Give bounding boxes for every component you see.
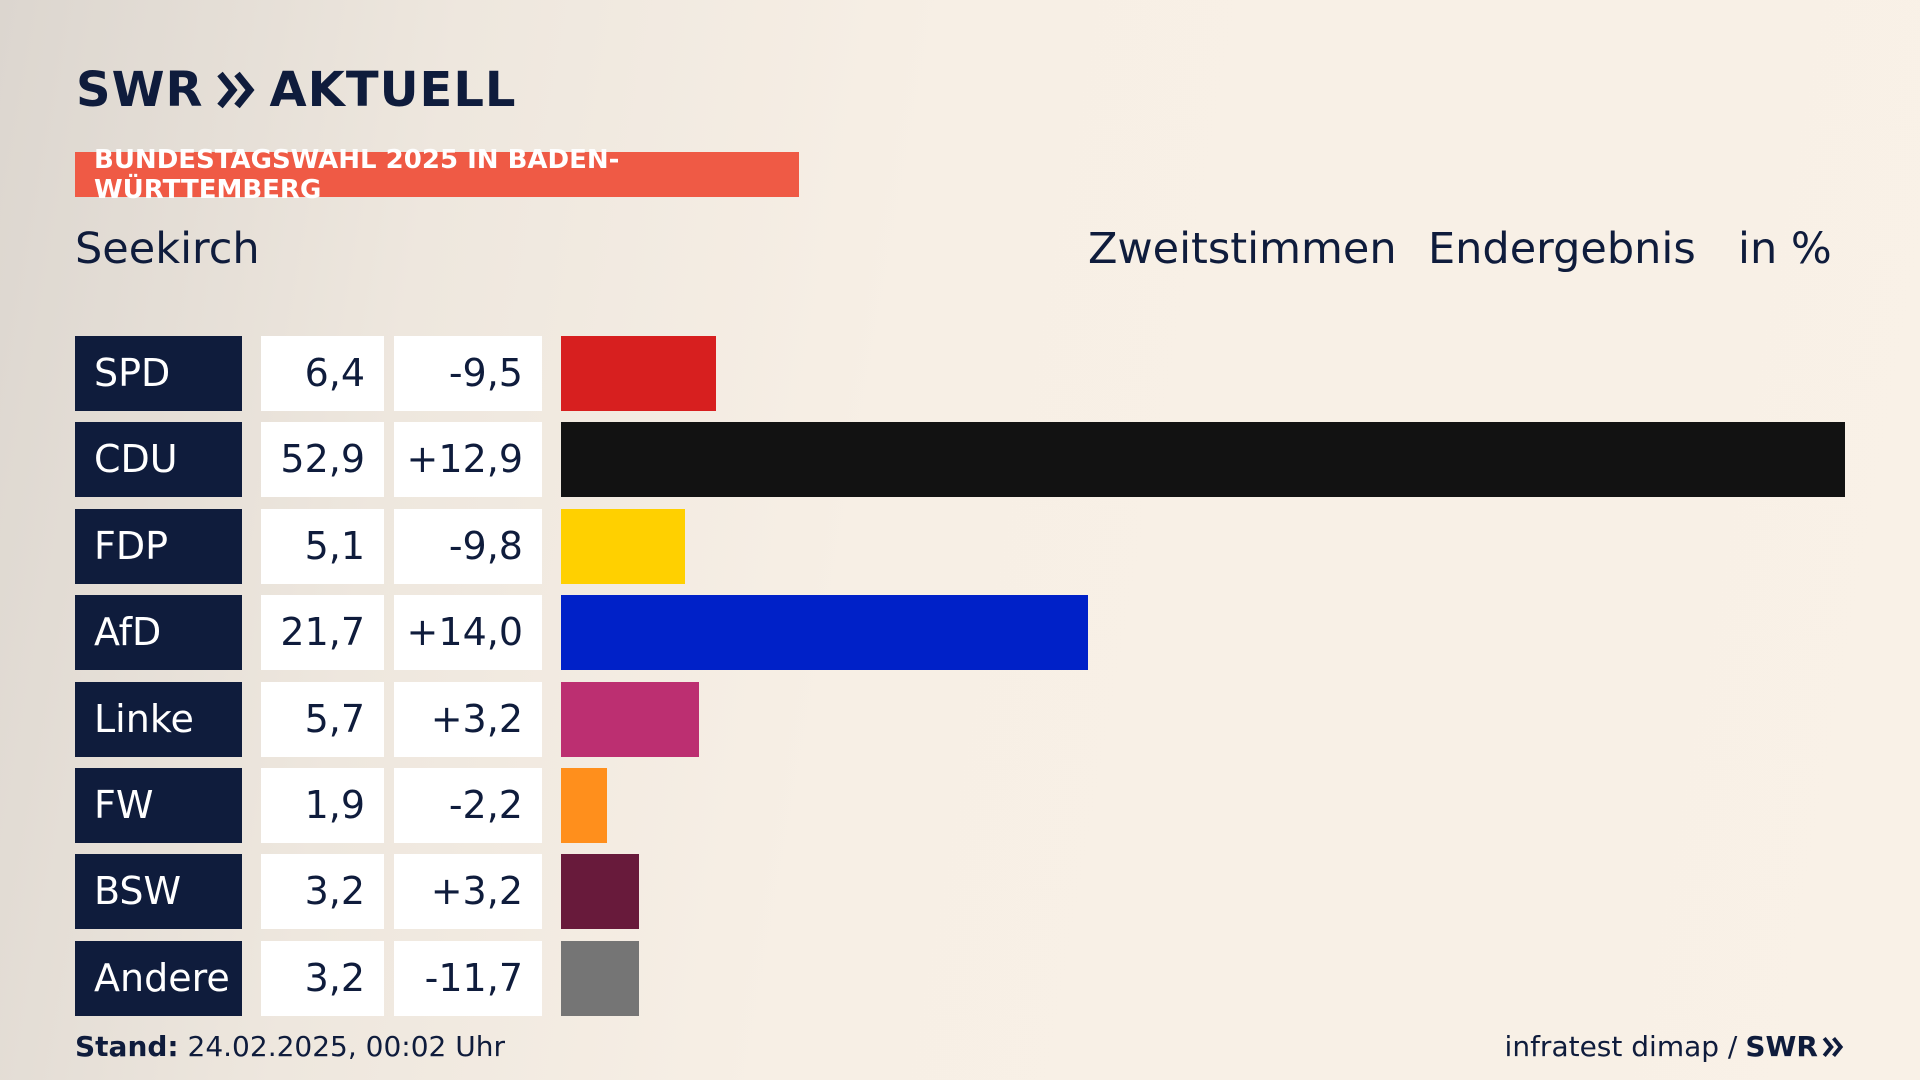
vote-share-value: 6,4	[261, 336, 384, 411]
election-banner: BUNDESTAGSWAHL 2025 IN BADEN-WÜRTTEMBERG	[75, 145, 799, 205]
vote-change-value: -11,7	[394, 940, 542, 1016]
party-label: CDU	[75, 422, 242, 498]
vote-change-value: +12,9	[394, 422, 542, 498]
vote-share-bar	[561, 422, 1845, 498]
party-label: Linke	[75, 681, 242, 757]
result-status-label: Endergebnis	[1428, 224, 1696, 274]
vote-share-bar	[561, 768, 608, 843]
vote-share-value: 5,7	[261, 681, 384, 757]
vote-share-value: 3,2	[261, 940, 384, 1016]
vote-change-value: -9,8	[394, 508, 542, 584]
source-brand: SWR	[1745, 1030, 1844, 1063]
timestamp: Stand: 24.02.2025, 00:02 Uhr	[75, 1030, 505, 1063]
party-label: BSW	[75, 854, 242, 930]
party-label: FW	[75, 768, 242, 843]
vote-change-value: +3,2	[394, 854, 542, 930]
stand-label: Stand:	[75, 1030, 179, 1063]
stand-value: 24.02.2025, 00:02 Uhr	[187, 1030, 505, 1063]
vote-share-bar	[561, 508, 685, 584]
swr-aktuell-logo: SWR AKTUELL	[76, 66, 517, 114]
vote-share-bar	[561, 595, 1088, 671]
brand-product: AKTUELL	[269, 62, 517, 118]
vote-change-value: +14,0	[394, 595, 542, 671]
source-brand-name: SWR	[1745, 1030, 1818, 1063]
vote-share-value: 1,9	[261, 768, 384, 843]
vote-share-value: 5,1	[261, 508, 384, 584]
vote-share-bar	[561, 336, 717, 411]
vote-type-label: Zweitstimmen	[1088, 224, 1397, 274]
vote-change-value: +3,2	[394, 681, 542, 757]
vote-change-value: -9,5	[394, 336, 542, 411]
party-label: SPD	[75, 336, 242, 411]
vote-share-value: 21,7	[261, 595, 384, 671]
party-label: FDP	[75, 508, 242, 584]
place-title: Seekirch	[75, 224, 260, 274]
double-chevron-icon	[1822, 1036, 1844, 1057]
vote-share-bar	[561, 940, 639, 1016]
source-text: infratest dimap /	[1504, 1030, 1738, 1063]
vote-share-bar	[561, 854, 639, 930]
vote-share-value: 52,9	[261, 422, 384, 498]
vote-share-value: 3,2	[261, 854, 384, 930]
vote-change-value: -2,2	[394, 768, 542, 843]
party-label: AfD	[75, 595, 242, 671]
source-credit: infratest dimap / SWR	[1505, 1030, 1844, 1063]
vote-share-bar	[561, 681, 700, 757]
party-label: Andere	[75, 940, 242, 1016]
unit-label: in %	[1738, 224, 1832, 274]
brand-name: SWR	[76, 62, 204, 118]
double-chevron-icon	[217, 71, 255, 109]
